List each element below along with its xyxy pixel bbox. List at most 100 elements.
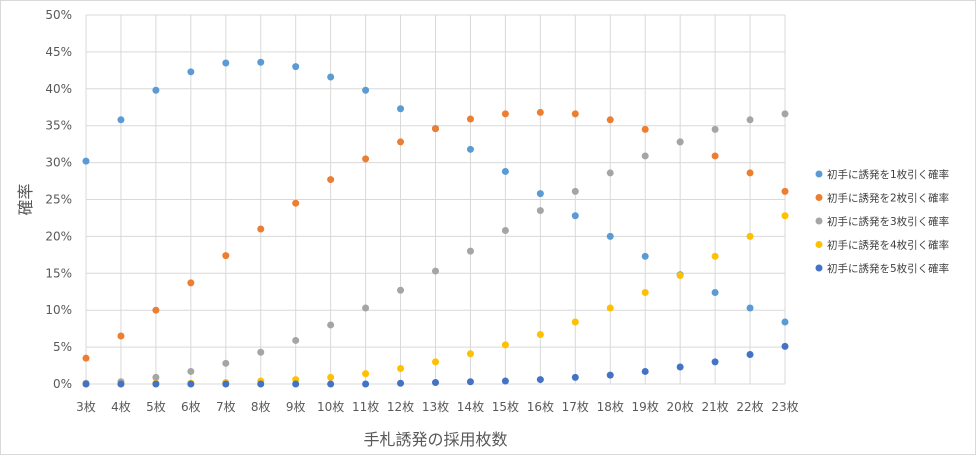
data-point [397, 138, 405, 146]
series-2 [82, 108, 789, 362]
x-tick-label: 14枚 [457, 399, 484, 414]
legend-marker [815, 170, 823, 178]
data-point [711, 252, 719, 260]
x-tick-label: 5枚 [146, 399, 166, 414]
legend-marker [815, 241, 823, 248]
data-point [466, 247, 474, 255]
legend-label: 初手に誘発を3枚引く確率 [827, 215, 949, 228]
data-point [746, 350, 754, 358]
data-point [152, 86, 160, 94]
data-point [222, 252, 230, 260]
x-tick-label: 17枚 [562, 399, 589, 414]
data-point [292, 63, 300, 71]
x-tick-label: 12枚 [387, 399, 414, 414]
legend-label: 初手に誘発を2枚引く確率 [827, 192, 949, 205]
data-points [82, 58, 789, 388]
data-point [606, 304, 614, 312]
data-point [676, 138, 684, 146]
legend-item: 初手に誘発を2枚引く確率 [815, 192, 949, 205]
data-point [222, 59, 230, 67]
x-tick-label: 23枚 [771, 399, 798, 414]
data-point [781, 318, 789, 326]
x-tick-label: 13枚 [422, 399, 449, 414]
y-tick-label: 15% [45, 266, 72, 280]
data-point [257, 348, 265, 356]
legend: 初手に誘発を1枚引く確率初手に誘発を2枚引く確率初手に誘発を3枚引く確率初手に誘… [815, 168, 949, 275]
data-point [187, 279, 195, 287]
data-point [501, 341, 509, 349]
data-point [781, 110, 789, 118]
data-point [292, 380, 300, 388]
data-point [117, 380, 125, 388]
data-point [746, 232, 754, 240]
legend-item: 初手に誘発を3枚引く確率 [815, 215, 949, 228]
data-point [711, 288, 719, 296]
y-tick-label: 30% [45, 156, 72, 170]
data-point [711, 358, 719, 366]
data-point [711, 152, 719, 160]
series-5 [82, 342, 789, 388]
data-point [152, 373, 160, 381]
data-point [397, 365, 405, 373]
x-tick-label: 8枚 [251, 399, 271, 414]
x-axis-title: 手札誘発の採用枚数 [363, 430, 507, 449]
data-point [571, 318, 579, 326]
data-point [327, 321, 335, 329]
data-point [571, 110, 579, 118]
data-point [362, 370, 370, 378]
x-tick-label: 4枚 [111, 399, 131, 414]
data-point [606, 232, 614, 240]
data-point [781, 342, 789, 350]
data-point [292, 336, 300, 344]
data-point [746, 304, 754, 312]
data-point [362, 304, 370, 312]
data-point [187, 68, 195, 76]
data-point [781, 187, 789, 195]
y-tick-label: 20% [45, 229, 72, 243]
data-point [362, 155, 370, 163]
legend-marker [815, 264, 823, 272]
data-point [606, 116, 614, 124]
x-tick-label: 21枚 [701, 399, 728, 414]
legend-label: 初手に誘発を5枚引く確率 [827, 262, 949, 275]
x-tick-label: 6枚 [181, 399, 201, 414]
data-point [501, 110, 509, 118]
y-tick-label: 0% [53, 377, 72, 391]
data-point [746, 169, 754, 177]
data-point [536, 190, 544, 198]
x-tick-label: 20枚 [667, 399, 694, 414]
legend-marker [815, 217, 823, 225]
data-point [187, 380, 195, 388]
data-point [536, 207, 544, 215]
y-axis-title: 確率 [16, 183, 35, 215]
data-point [571, 187, 579, 195]
y-tick-label: 10% [45, 303, 72, 317]
legend-item: 初手に誘発を5枚引く確率 [815, 262, 949, 275]
x-tick-label: 7枚 [216, 399, 236, 414]
data-point [397, 286, 405, 294]
data-point [606, 169, 614, 177]
y-tick-label: 35% [45, 119, 72, 133]
data-point [501, 226, 509, 234]
legend-label: 初手に誘発を4枚引く確率 [827, 239, 949, 252]
data-point [82, 354, 90, 362]
data-point [82, 157, 90, 165]
data-point [466, 115, 474, 123]
data-point [641, 367, 649, 375]
data-point [711, 125, 719, 133]
data-point [466, 145, 474, 153]
y-tick-label: 5% [53, 340, 72, 354]
data-point [432, 358, 439, 366]
data-point [466, 350, 474, 358]
data-point [501, 377, 509, 385]
data-point [222, 359, 230, 367]
data-point [257, 58, 265, 66]
data-point [501, 167, 509, 175]
data-point [676, 363, 684, 371]
y-tick-label: 45% [45, 45, 72, 59]
data-point [536, 108, 544, 116]
data-point [676, 272, 684, 280]
data-point [152, 380, 160, 388]
y-tick-label: 50% [45, 8, 72, 22]
